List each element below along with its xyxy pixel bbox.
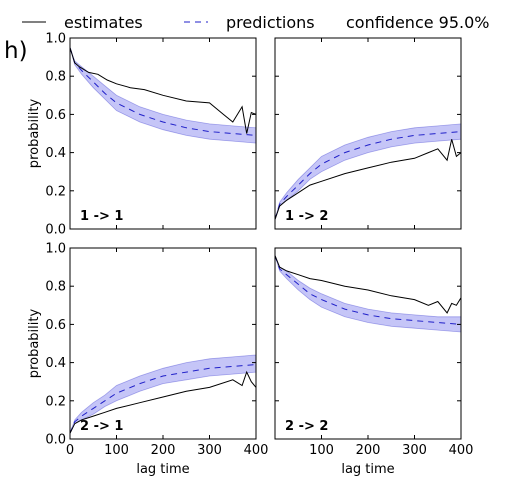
y-tick-label: 0.2 xyxy=(45,184,66,199)
y-tick-label: 0.4 xyxy=(45,146,66,161)
y-tick-label: 0.4 xyxy=(45,356,66,371)
y-axis-label: probability xyxy=(27,99,42,169)
panel-2-1: 0.0 0.2 0.4 0.6 0.8 1.0 0 100 200 300 400 probabili… xyxy=(27,242,268,478)
y-tick-label: 0.6 xyxy=(45,318,66,333)
y-tick-label: 1.0 xyxy=(45,32,66,47)
legend-estimates-label: estimates xyxy=(64,13,143,32)
x-tick-label: 200 xyxy=(151,443,176,458)
x-tick-label: 400 xyxy=(449,443,474,458)
x-axis-label: lag time xyxy=(341,462,394,477)
panel-label: 1 -> 2 xyxy=(285,209,328,224)
legend-confidence-label: confidence 95.0% xyxy=(346,13,490,32)
x-tick-label: 300 xyxy=(402,443,427,458)
confidence-band xyxy=(275,124,461,219)
y-tick-label: 0.0 xyxy=(45,433,66,448)
legend-predictions-label: predictions xyxy=(226,13,315,32)
panels: 0.0 0.2 0.4 0.6 0.8 1.0 probability 1 -> 1 1 -> … xyxy=(27,32,473,478)
panel-label: 2 -> 1 xyxy=(80,419,123,434)
x-tick-label: 400 xyxy=(244,443,269,458)
figure-label: h) xyxy=(4,38,28,64)
panel-2-2: 100 200 300 400 lag time 2 -> 2 xyxy=(275,248,473,477)
x-tick-label: 200 xyxy=(356,443,381,458)
confidence-band xyxy=(275,256,461,332)
panel-label: 2 -> 2 xyxy=(285,419,328,434)
y-tick-label: 1.0 xyxy=(45,242,66,257)
x-tick-label: 100 xyxy=(104,443,129,458)
panel-1-2: 1 -> 2 xyxy=(275,38,461,229)
panel-label: 1 -> 1 xyxy=(80,209,123,224)
y-tick-label: 0.0 xyxy=(45,223,66,238)
x-tick-label: 100 xyxy=(309,443,334,458)
panel-1-1: 0.0 0.2 0.4 0.6 0.8 1.0 probability 1 -> 1 xyxy=(27,32,256,238)
y-axis-label: probability xyxy=(27,309,42,379)
x-tick-label: 0 xyxy=(66,443,74,458)
y-tick-label: 0.2 xyxy=(45,394,66,409)
y-tick-label: 0.8 xyxy=(45,280,66,295)
y-tick-label: 0.8 xyxy=(45,70,66,85)
legend: estimates predictions confidence 95.0% xyxy=(22,13,490,32)
y-tick-label: 0.6 xyxy=(45,108,66,123)
x-tick-label: 300 xyxy=(197,443,222,458)
x-axis-label: lag time xyxy=(136,462,189,477)
